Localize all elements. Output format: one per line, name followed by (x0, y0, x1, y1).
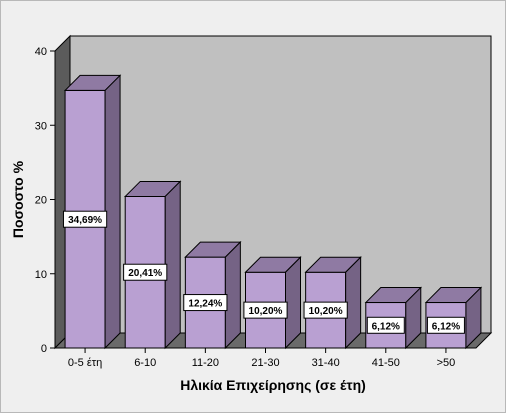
data-label-box-6 (426, 316, 465, 334)
bar-side-2 (224, 240, 241, 350)
bar-6: 6,12% (424, 286, 483, 350)
y-tick-label-2: 20 (35, 195, 47, 207)
bar-0: 34,69% (62, 74, 122, 350)
y-axis-title: Ποσοστο % (10, 160, 26, 238)
bars: 34,69% 20,41% 12,24% 10,20% 10,20% 6,12% 6,12% (62, 74, 483, 350)
x-tick-label-4: 31-40 (312, 357, 340, 369)
x-tick-label-0: 0-5 έτη (68, 357, 102, 369)
bar-5: 6,12% (364, 286, 422, 350)
y-tick-label-3: 30 (35, 120, 47, 132)
x-axis-title: Ηλικία Επιχείρησης (σε έτη) (180, 377, 366, 393)
x-axis: 0-5 έτη 6-10 11-20 21-30 31-40 41-50 >50 (68, 348, 455, 369)
x-tick-label-3: 21-30 (251, 357, 279, 369)
data-label-5: 6,12% (372, 321, 400, 332)
bar-side-6 (465, 286, 482, 350)
x-tick-label-1: 6-10 (134, 357, 156, 369)
data-label-3: 10,20% (249, 306, 283, 317)
data-label-1: 20,41% (128, 268, 162, 279)
data-label-box-3 (243, 301, 288, 319)
data-label-box-0 (62, 210, 108, 228)
data-label-4: 10,20% (309, 306, 343, 317)
bar-3: 10,20% (243, 256, 302, 350)
bar-side-0 (104, 74, 121, 350)
data-label-box-1 (123, 263, 168, 281)
data-label-box-2 (183, 294, 228, 312)
y-tick-label-4: 40 (35, 46, 47, 58)
bar-side-5 (405, 286, 422, 350)
x-tick-label-5: 41-50 (372, 357, 400, 369)
data-label-6: 6,12% (432, 321, 460, 332)
y-tick-label-0: 0 (41, 343, 47, 355)
y-tick-label-1: 10 (35, 269, 47, 281)
bar-1: 20,41% (123, 180, 182, 350)
data-label-2: 12,24% (188, 299, 222, 310)
bar-2: 12,24% (183, 240, 242, 350)
x-tick-label-6: >50 (437, 357, 456, 369)
data-label-0: 34,69% (68, 215, 102, 226)
bar-side-1 (164, 180, 181, 350)
y-axis: 0 10 20 30 40 (35, 46, 55, 355)
bar-side-3 (285, 256, 301, 350)
x-tick-label-2: 11-20 (192, 357, 219, 369)
bar-4: 10,20% (303, 256, 362, 350)
data-label-box-4 (303, 301, 348, 319)
data-label-box-5 (366, 316, 405, 334)
bar-side-4 (345, 256, 362, 350)
